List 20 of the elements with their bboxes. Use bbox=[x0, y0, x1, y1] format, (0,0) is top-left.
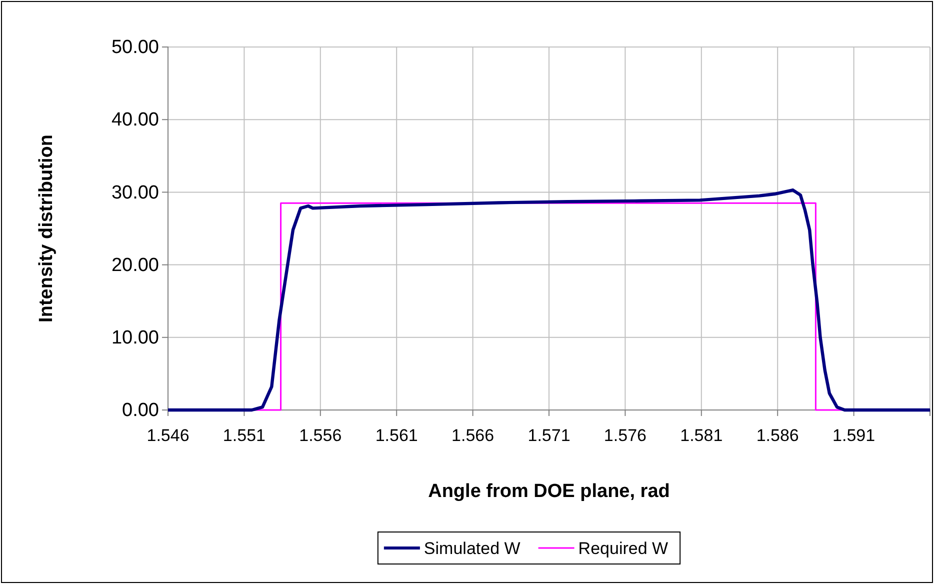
y-tick-label: 10.00 bbox=[111, 327, 159, 348]
x-tick-label: 1.571 bbox=[528, 426, 570, 446]
y-tick-label: 20.00 bbox=[111, 254, 159, 276]
x-tick-label: 1.561 bbox=[375, 426, 418, 446]
x-tick-label: 1.591 bbox=[832, 426, 876, 446]
x-axis-title: Angle from DOE plane, rad bbox=[428, 481, 670, 502]
y-tick-label: 50.00 bbox=[111, 37, 159, 58]
x-tick-label: 1.576 bbox=[604, 426, 646, 446]
legend-label: Simulated W bbox=[424, 539, 520, 558]
x-tick-label: 1.556 bbox=[299, 426, 342, 446]
x-tick-label: 1.551 bbox=[222, 426, 266, 446]
x-tick-label: 1.546 bbox=[146, 426, 190, 446]
y-tick-label: 0.00 bbox=[122, 400, 159, 422]
y-axis-title: Intensity distribution bbox=[36, 134, 57, 322]
y-tick-label: 30.00 bbox=[111, 182, 159, 204]
y-tick-label: 40.00 bbox=[111, 110, 159, 131]
legend-label: Required W bbox=[578, 539, 668, 558]
x-tick-label: 1.581 bbox=[680, 426, 723, 446]
x-tick-label: 1.566 bbox=[452, 426, 494, 446]
x-tick-label: 1.586 bbox=[756, 426, 799, 446]
